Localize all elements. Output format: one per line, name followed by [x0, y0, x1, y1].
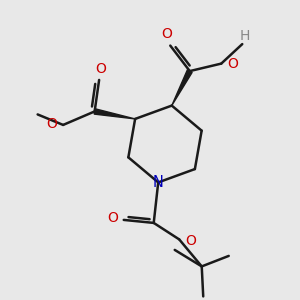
Text: N: N [153, 175, 164, 190]
Text: O: O [107, 212, 118, 225]
Text: O: O [227, 57, 238, 70]
Text: O: O [46, 117, 57, 131]
Text: O: O [185, 234, 196, 248]
Polygon shape [172, 70, 192, 106]
Polygon shape [94, 109, 135, 119]
Text: H: H [240, 29, 250, 43]
Text: O: O [161, 27, 172, 41]
Text: O: O [95, 61, 106, 76]
